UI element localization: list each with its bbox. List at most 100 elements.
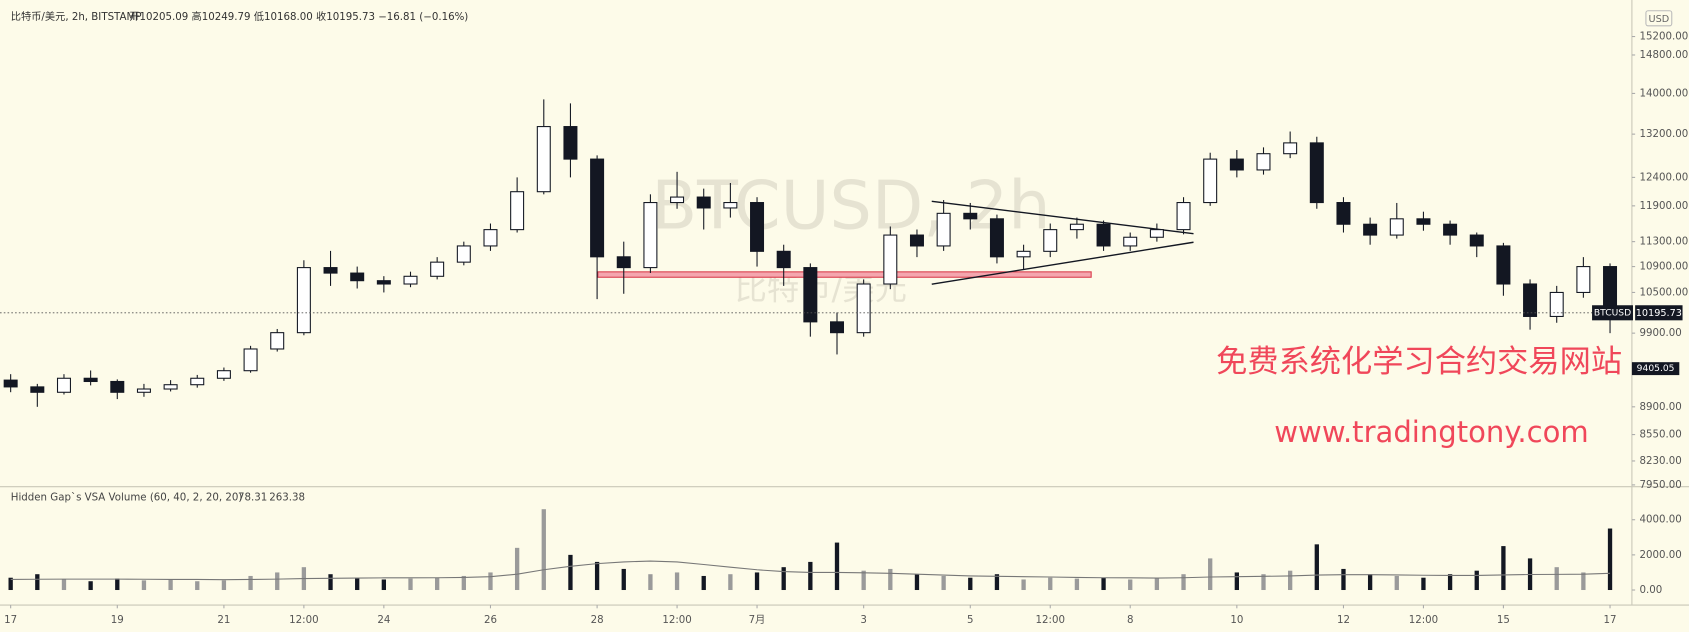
ad-url: www.tradingtony.com xyxy=(1274,415,1588,449)
candle-body xyxy=(590,158,605,258)
candle-body xyxy=(1309,142,1324,204)
volume-bar xyxy=(994,574,1000,591)
volume-bar xyxy=(1581,572,1586,591)
x-tick-label: 15 xyxy=(1497,615,1510,626)
candle-body xyxy=(403,275,418,285)
candle-body xyxy=(856,283,871,334)
candle-body xyxy=(1496,245,1511,285)
candle-body xyxy=(830,321,845,334)
volume-bar xyxy=(381,579,387,591)
x-tick-label: 24 xyxy=(377,615,390,626)
last-price-label: 10195.73 xyxy=(1636,308,1682,319)
watermark-symbol: BTCUSD, 2h xyxy=(651,167,1050,245)
volume-bar xyxy=(541,509,546,591)
candle-body xyxy=(536,126,551,193)
currency-label: USD xyxy=(1648,14,1669,25)
volume-average xyxy=(10,560,1611,581)
candle-body xyxy=(989,218,1004,258)
volume-bar xyxy=(1021,579,1026,591)
y-tick-label: 10900.00 xyxy=(1639,262,1688,273)
candle-body xyxy=(456,245,471,263)
volume-bar xyxy=(1261,574,1266,591)
candle-body xyxy=(750,202,765,252)
trend-line xyxy=(931,200,1194,235)
candle-body xyxy=(909,234,924,247)
y-tick-label: 14800.00 xyxy=(1639,50,1688,61)
candle-body xyxy=(110,380,125,393)
volume-bar xyxy=(1208,558,1213,591)
ohlc-readout: 开10205.09 高10249.79 低10168.00 收10195.73 … xyxy=(129,10,468,23)
volume-bar xyxy=(1154,577,1160,591)
marker-price-label: 9405.05 xyxy=(1637,364,1675,374)
volume-bar xyxy=(435,577,440,591)
candle-body xyxy=(1336,202,1351,225)
candle-body xyxy=(963,212,978,220)
volume-bar xyxy=(115,578,120,591)
trend-line xyxy=(931,241,1194,285)
volume-bar xyxy=(1554,567,1559,591)
candle-body xyxy=(1549,291,1564,317)
x-tick-label: 12:00 xyxy=(289,615,318,626)
candle-body xyxy=(723,202,738,209)
volume-bar xyxy=(701,575,706,591)
volume-bar xyxy=(1341,568,1346,591)
volume-bar xyxy=(808,561,813,591)
candle-body xyxy=(1016,250,1031,258)
candle-body xyxy=(270,332,285,350)
candle-body xyxy=(163,384,178,390)
volume-bar xyxy=(781,567,786,591)
volume-bar xyxy=(728,574,733,591)
volume-bar xyxy=(1048,577,1053,591)
x-tick-label: 19 xyxy=(111,615,124,626)
y-tick-label: 2000.00 xyxy=(1639,550,1681,561)
candle-body xyxy=(883,234,898,285)
x-tick-label: 17 xyxy=(1604,615,1617,626)
x-tick-label: 7月 xyxy=(749,614,766,626)
candle-body xyxy=(776,250,791,269)
volume-bar xyxy=(221,580,227,591)
candle-body xyxy=(3,379,18,388)
candle-body xyxy=(243,348,258,372)
volume-bar xyxy=(861,570,866,591)
y-tick-label: 15200.00 xyxy=(1639,32,1688,43)
y-tick-label: 8230.00 xyxy=(1639,456,1681,467)
candle-body xyxy=(1149,229,1164,238)
candle-body xyxy=(350,272,365,282)
indicator-title: Hidden Gap`s VSA Volume (60, 40, 2, 20, … xyxy=(11,491,243,503)
volume-bar xyxy=(488,572,493,591)
ad-text: 免费系统化学习合约交易网站 xyxy=(1216,344,1622,380)
candle-body xyxy=(1229,158,1244,171)
x-tick-label: 28 xyxy=(591,615,604,626)
indicator-readout: 263.38 xyxy=(269,492,305,503)
volume-bar xyxy=(408,578,413,591)
y-tick-label: 12400.00 xyxy=(1639,172,1688,183)
candle-body xyxy=(136,388,151,393)
candle-body xyxy=(1123,236,1138,247)
x-tick-label: 12:00 xyxy=(1409,615,1438,626)
volume-bar xyxy=(834,542,840,591)
y-tick-label: 11300.00 xyxy=(1639,237,1688,248)
volume-bar xyxy=(8,577,13,591)
marker-price-box xyxy=(1631,362,1680,376)
volume-bar xyxy=(1447,574,1453,591)
x-tick-label: 26 xyxy=(484,615,497,626)
x-tick-label: 3 xyxy=(860,615,867,626)
volume-bar xyxy=(648,574,653,591)
candle-body xyxy=(1416,218,1431,225)
indicator-readout: 78.31 xyxy=(238,492,267,503)
candle-body xyxy=(616,256,631,269)
volume-bar xyxy=(1101,577,1106,591)
currency-button[interactable] xyxy=(1645,10,1673,27)
volume-bar xyxy=(195,581,200,591)
candle-body xyxy=(190,377,205,386)
support-zone xyxy=(597,271,1092,278)
volume-bar xyxy=(1234,572,1239,591)
candle-body xyxy=(1176,202,1191,231)
volume-bar xyxy=(88,581,93,591)
volume-bar xyxy=(461,575,466,591)
volume-bar xyxy=(328,574,333,591)
y-tick-label: 11900.00 xyxy=(1639,201,1688,212)
